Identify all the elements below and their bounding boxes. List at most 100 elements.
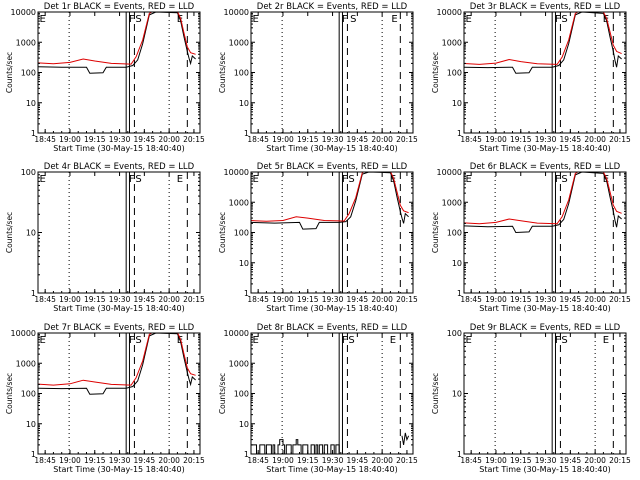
x-axis-label: Start Time (30-May-15 18:40:40) — [53, 465, 184, 474]
x-tick-label: 20:15 — [609, 135, 631, 144]
x-tick-label: 19:30 — [535, 135, 557, 144]
y-tick-label: 100 — [447, 69, 462, 78]
y-tick-label: 1 — [31, 450, 36, 459]
x-tick-label: 20:00 — [158, 456, 180, 465]
y-tick-label: 1000 — [442, 38, 462, 47]
x-tick-label: 18:45 — [34, 456, 56, 465]
x-tick-label: 18:45 — [34, 135, 56, 144]
panel-det8r: Det 8r BLACK = Events, RED = LLD E F S E 1 10 1… — [218, 323, 418, 474]
y-tick-label: 10000 — [224, 8, 249, 17]
y-tick-label: 1 — [244, 289, 249, 298]
x-tick-label: 20:15 — [396, 135, 418, 144]
x-tick-label: 19:15 — [84, 456, 106, 465]
event-label: S — [348, 335, 354, 346]
x-tick-label: 18:45 — [460, 135, 482, 144]
x-tick-label: 19:45 — [347, 295, 369, 304]
y-tick-label: 10000 — [11, 8, 36, 17]
y-axis-label: Counts/sec — [431, 212, 440, 253]
plot-frame — [250, 171, 414, 294]
x-tick-label: 19:30 — [535, 456, 557, 465]
y-tick-label: 10 — [239, 420, 249, 429]
panel-title: Det 4r BLACK = Events, RED = LLD — [44, 162, 195, 172]
x-tick-label: 19:45 — [560, 456, 582, 465]
event-label: E — [466, 14, 472, 25]
event-label: E — [391, 14, 397, 25]
x-tick-label: 19:45 — [134, 295, 156, 304]
y-tick-label: 10000 — [437, 8, 462, 17]
x-axis-label: Start Time (30-May-15 18:40:40) — [266, 144, 397, 153]
y-tick-label: 1 — [31, 129, 36, 138]
event-label: E — [603, 335, 609, 346]
x-tick-label: 20:00 — [584, 456, 606, 465]
x-tick-label: 19:00 — [485, 295, 507, 304]
event-label: S — [561, 14, 567, 25]
x-tick-label: 19:45 — [560, 135, 582, 144]
plot-frame — [37, 11, 201, 134]
event-label: F — [555, 335, 561, 346]
x-tick-label: 19:45 — [347, 135, 369, 144]
event-label: E — [390, 335, 396, 346]
event-label: F — [129, 174, 135, 185]
y-tick-label: 100 — [234, 69, 249, 78]
series-line-lld — [38, 333, 196, 386]
event-label: F — [129, 335, 135, 346]
x-tick-label: 20:15 — [609, 295, 631, 304]
series-line-events — [251, 439, 340, 454]
y-tick-label: 10 — [239, 99, 249, 108]
event-label: F — [555, 14, 561, 25]
event-label: F — [342, 174, 348, 185]
y-tick-label: 10000 — [11, 329, 36, 338]
y-axis-label: Counts/sec — [431, 373, 440, 414]
y-axis-label: Counts/sec — [5, 373, 14, 414]
x-axis-label: Start Time (30-May-15 18:40:40) — [53, 304, 184, 313]
x-tick-label: 20:00 — [584, 135, 606, 144]
y-tick-label: 10 — [452, 259, 462, 268]
series-line-events — [251, 172, 409, 230]
x-tick-label: 19:00 — [272, 456, 294, 465]
y-tick-label: 1000 — [229, 198, 249, 207]
x-axis-label: Start Time (30-May-15 18:40:40) — [479, 465, 610, 474]
plot-frame — [250, 332, 414, 455]
panel-det9r: Det 9r BLACK = Events, RED = LLD E F S E 1 10 1… — [431, 323, 631, 474]
y-tick-label: 1 — [457, 450, 462, 459]
x-tick-label: 19:15 — [84, 295, 106, 304]
x-tick-label: 19:15 — [510, 456, 532, 465]
event-label: E — [40, 335, 46, 346]
x-tick-label: 19:30 — [109, 456, 131, 465]
event-label: E — [40, 14, 46, 25]
x-tick-label: 19:30 — [535, 295, 557, 304]
panel-det4r: Det 4r BLACK = Events, RED = LLD E F S E 1 10 1… — [5, 162, 205, 313]
x-tick-label: 19:15 — [510, 135, 532, 144]
series-line-lld — [251, 172, 409, 222]
event-label: E — [177, 174, 183, 185]
y-tick-label: 10 — [239, 259, 249, 268]
y-tick-label: 10 — [26, 420, 36, 429]
series-line-events — [464, 12, 622, 74]
x-tick-label: 19:00 — [272, 295, 294, 304]
plot-frame — [463, 171, 627, 294]
panel-det2r: Det 2r BLACK = Events, RED = LLD E F S E 1 10 1… — [218, 2, 418, 153]
y-tick-label: 100 — [21, 390, 36, 399]
series-line-events — [38, 333, 196, 395]
y-tick-label: 10 — [452, 390, 462, 399]
x-tick-label: 19:00 — [485, 456, 507, 465]
x-axis-label: Start Time (30-May-15 18:40:40) — [479, 144, 610, 153]
x-tick-label: 20:15 — [183, 295, 205, 304]
x-tick-label: 19:00 — [59, 295, 81, 304]
panel-title: Det 5r BLACK = Events, RED = LLD — [257, 162, 408, 172]
event-label: E — [253, 335, 259, 346]
x-tick-label: 18:45 — [460, 456, 482, 465]
x-tick-label: 19:00 — [59, 456, 81, 465]
y-tick-label: 100 — [447, 329, 462, 338]
y-tick-label: 10000 — [437, 168, 462, 177]
event-label: F — [129, 14, 135, 25]
series-line-lld — [401, 432, 410, 445]
x-tick-label: 20:00 — [158, 295, 180, 304]
y-tick-label: 100 — [447, 229, 462, 238]
panel-title: Det 7r BLACK = Events, RED = LLD — [44, 323, 195, 333]
x-tick-label: 20:00 — [371, 295, 393, 304]
x-axis-label: Start Time (30-May-15 18:40:40) — [266, 304, 397, 313]
